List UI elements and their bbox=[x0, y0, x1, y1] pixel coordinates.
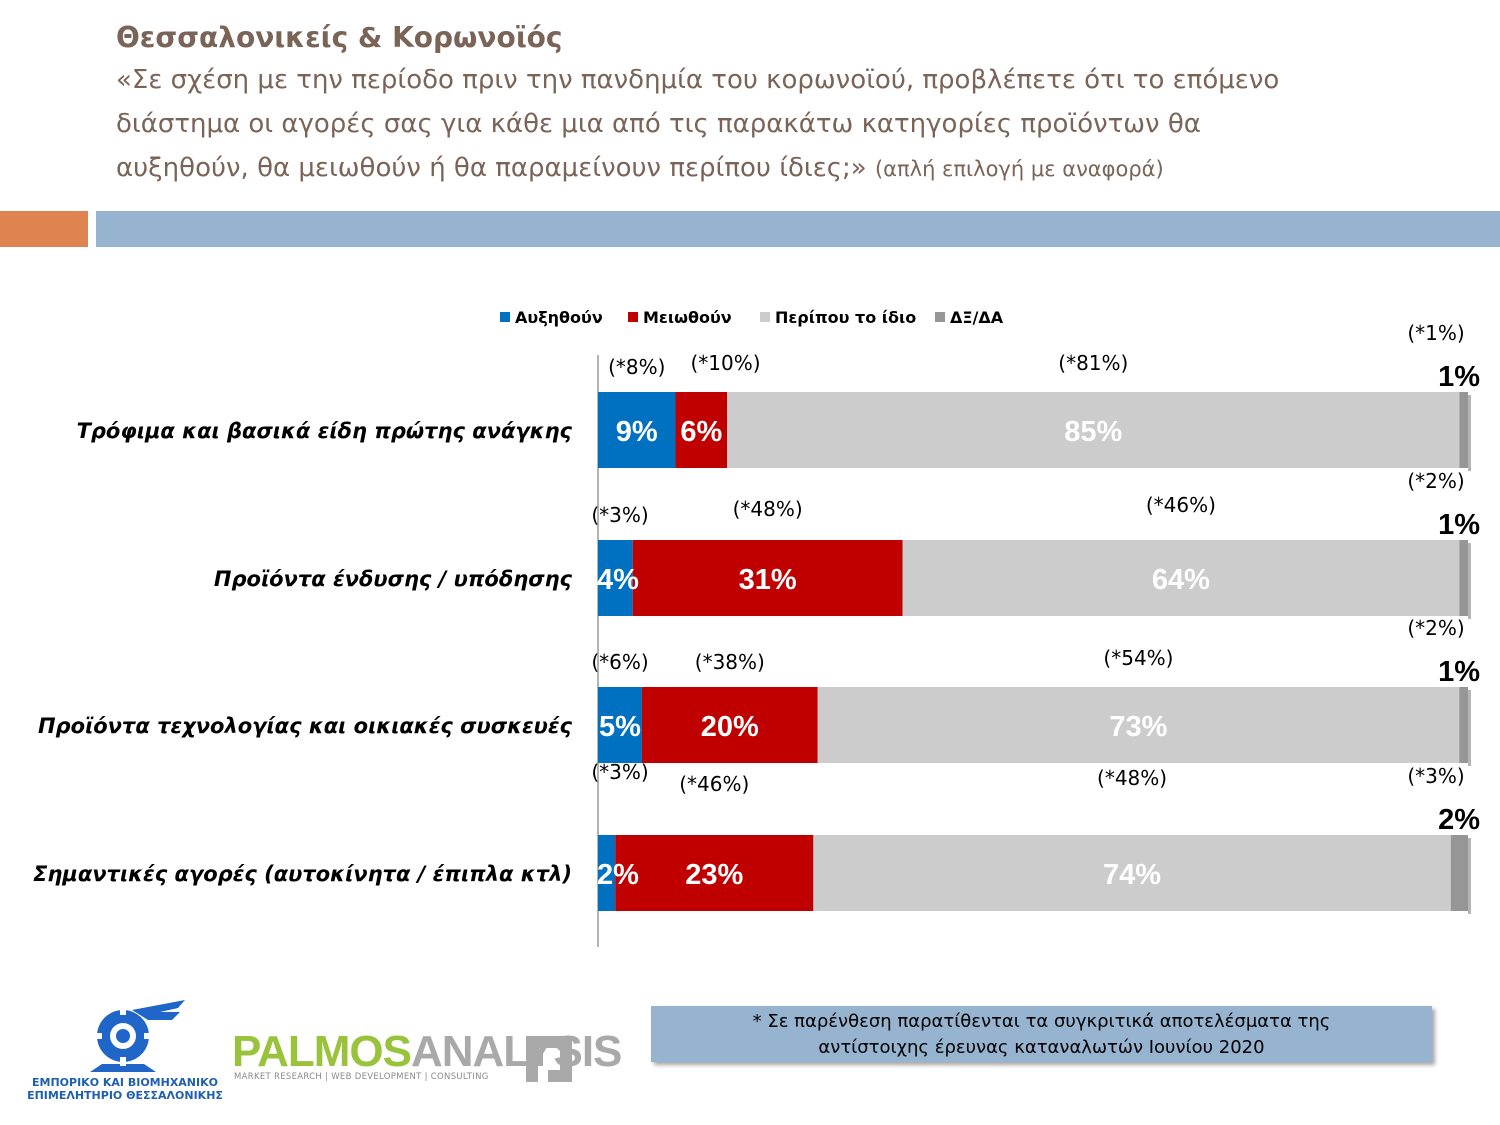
bar-segment---0 bbox=[675, 392, 728, 468]
bar-segment---0 bbox=[727, 392, 1460, 468]
chamber-logo: ΕΜΠΟΡΙΚΟ ΚΑΙ ΒΙΟΜΗΧΑΝΙΚΟ ΕΠΙΜΕΛΗΤΗΡΙΟ ΘΕ… bbox=[20, 998, 230, 1108]
bar-segment---1 bbox=[598, 540, 633, 616]
header-accent-bar bbox=[0, 211, 88, 247]
comparison-label-2-2: (*54%) bbox=[1103, 646, 1173, 670]
value-label-2-0: 85% bbox=[1064, 416, 1122, 448]
value-label-3-0: 1% bbox=[1438, 361, 1480, 393]
value-label-0-1: 4% bbox=[597, 564, 639, 596]
bar-shadow-3 bbox=[1468, 838, 1471, 914]
footnote-line-1: * Σε παρένθεση παρατίθενται τα συγκριτικ… bbox=[752, 1011, 1331, 1032]
legend-swatch-1 bbox=[628, 312, 638, 322]
bar-shadow-0 bbox=[1468, 395, 1471, 471]
value-label-3-3: 2% bbox=[1438, 804, 1480, 836]
question-line-2: διάστημα οι αγορές σας για κάθε μια από … bbox=[116, 109, 1201, 139]
bar-segment---0 bbox=[1459, 392, 1468, 468]
value-label-1-2: 20% bbox=[701, 711, 759, 743]
question-line-3-text: αυξηθούν, θα μειωθούν ή θα παραμείνουν π… bbox=[116, 153, 867, 183]
palmos-square-icon bbox=[526, 1036, 572, 1082]
comparison-label-1-1: (*48%) bbox=[733, 497, 803, 521]
question-text: «Σε σχέση με την περίοδο πριν την πανδημ… bbox=[116, 58, 1500, 191]
bar-segment---3 bbox=[1450, 835, 1468, 911]
value-label-0-0: 9% bbox=[616, 416, 658, 448]
legend-label-2: Περίπου το ίδιο bbox=[775, 308, 916, 327]
legend-label-1: Μειωθούν bbox=[643, 308, 732, 327]
comparison-label-2-0: (*81%) bbox=[1058, 351, 1128, 375]
legend-label-3: ΔΞ/ΔΑ bbox=[950, 308, 1004, 327]
chamber-name-line-1: ΕΜΠΟΡΙΚΟ ΚΑΙ ΒΙΟΜΗΧΑΝΙΚΟ bbox=[32, 1076, 218, 1089]
bar-shadow-2 bbox=[1468, 690, 1471, 766]
palmos-word-b: ANALYSIS bbox=[410, 1027, 622, 1076]
bar-segment---2 bbox=[817, 687, 1460, 763]
footnote-line-2: αντίστοιχης έρευνας καταναλωτών Ιουνίου … bbox=[818, 1037, 1265, 1058]
value-label-1-0: 6% bbox=[680, 416, 722, 448]
comparison-label-1-3: (*46%) bbox=[679, 772, 749, 796]
chamber-name: ΕΜΠΟΡΙΚΟ ΚΑΙ ΒΙΟΜΗΧΑΝΙΚΟ ΕΠΙΜΕΛΗΤΗΡΙΟ ΘΕ… bbox=[20, 1076, 230, 1102]
bar-segment---3 bbox=[813, 835, 1451, 911]
value-label-3-1: 1% bbox=[1438, 509, 1480, 541]
category-label-2: Προϊόντα τεχνολογίας και οικιακές συσκευ… bbox=[38, 714, 573, 738]
value-label-2-1: 64% bbox=[1152, 564, 1210, 596]
question-line-1: «Σε σχέση με την περίοδο πριν την πανδημ… bbox=[116, 65, 1280, 95]
bar-segment---1 bbox=[902, 540, 1460, 616]
value-label-1-3: 23% bbox=[685, 859, 743, 891]
legend-swatch-0 bbox=[500, 312, 510, 322]
value-label-0-2: 5% bbox=[599, 711, 641, 743]
chamber-name-line-2: ΕΠΙΜΕΛΗΤΗΡΙΟ ΘΕΣΣΑΛΟΝΙΚΗΣ bbox=[27, 1089, 223, 1102]
bar-shadow-1 bbox=[1468, 543, 1471, 619]
page-title: Θεσσαλονικείς & Κορωνοϊός bbox=[116, 21, 563, 54]
comparison-label-3-0: (*1%) bbox=[1407, 321, 1464, 345]
chamber-emblem-icon bbox=[90, 1000, 185, 1072]
category-label-3: Σημαντικές αγορές (αυτοκίνητα / έπιπλα κ… bbox=[33, 862, 572, 886]
bar-segment---1 bbox=[632, 540, 903, 616]
legend-swatch-3 bbox=[935, 312, 945, 322]
value-label-0-3: 2% bbox=[597, 859, 639, 891]
category-label-1: Προϊόντα ένδυσης / υπόδησης bbox=[214, 567, 573, 591]
comparison-label-0-2: (*6%) bbox=[591, 650, 648, 674]
stacked-bar-chart: Αυξηθούν Μειωθούν Περίπου το ίδιο ΔΞ/ΔΑ Τρόφ… bbox=[33, 308, 1480, 947]
bar-segment---3 bbox=[598, 835, 616, 911]
comparison-label-3-1: (*2%) bbox=[1407, 469, 1464, 493]
category-label-0: Τρόφιμα και βασικά είδη πρώτης ανάγκης bbox=[77, 419, 573, 443]
bar-segment---2 bbox=[1459, 687, 1468, 763]
palmos-logo: PALMOSANALYSIS MARKET RESEARCH | WEB DEV… bbox=[232, 1030, 622, 1088]
title-block: Θεσσαλονικείς & Κορωνοϊός «Σε σχέση με τ… bbox=[116, 18, 1500, 191]
comparison-label-0-3: (*3%) bbox=[591, 760, 648, 784]
footnote-box: * Σε παρένθεση παρατίθενται τα συγκριτικ… bbox=[651, 1006, 1432, 1062]
legend-label-0: Αυξηθούν bbox=[515, 308, 603, 327]
comparison-label-2-3: (*48%) bbox=[1097, 766, 1167, 790]
comparison-label-1-2: (*38%) bbox=[695, 650, 765, 674]
palmos-word-a: PALMOS bbox=[232, 1027, 412, 1076]
value-label-1-1: 31% bbox=[739, 564, 797, 596]
question-note: (απλή επιλογή με αναφορά) bbox=[874, 157, 1164, 181]
bar-segment---2 bbox=[641, 687, 818, 763]
bar-segment---3 bbox=[615, 835, 814, 911]
question-line-3: αυξηθούν, θα μειωθούν ή θα παραμείνουν π… bbox=[116, 146, 1500, 191]
comparison-label-0-1: (*3%) bbox=[591, 503, 648, 527]
value-label-2-2: 73% bbox=[1109, 711, 1167, 743]
palmos-tagline: MARKET RESEARCH | WEB DEVELOPMENT | CONS… bbox=[234, 1072, 489, 1082]
header-band bbox=[96, 211, 1500, 247]
comparison-label-1-0: (*10%) bbox=[690, 351, 760, 375]
comparison-label-3-2: (*2%) bbox=[1407, 616, 1464, 640]
comparison-label-3-3: (*3%) bbox=[1407, 764, 1464, 788]
bar-segment---2 bbox=[598, 687, 642, 763]
value-label-3-2: 1% bbox=[1438, 656, 1480, 688]
bar-segment---0 bbox=[598, 392, 676, 468]
bar-segment---1 bbox=[1459, 540, 1468, 616]
comparison-label-2-1: (*46%) bbox=[1146, 493, 1216, 517]
palmos-wordmark: PALMOSANALYSIS bbox=[232, 1030, 622, 1074]
value-label-2-3: 74% bbox=[1103, 859, 1161, 891]
legend-swatch-2 bbox=[760, 312, 770, 322]
comparison-label-0-0: (*8%) bbox=[608, 355, 665, 379]
